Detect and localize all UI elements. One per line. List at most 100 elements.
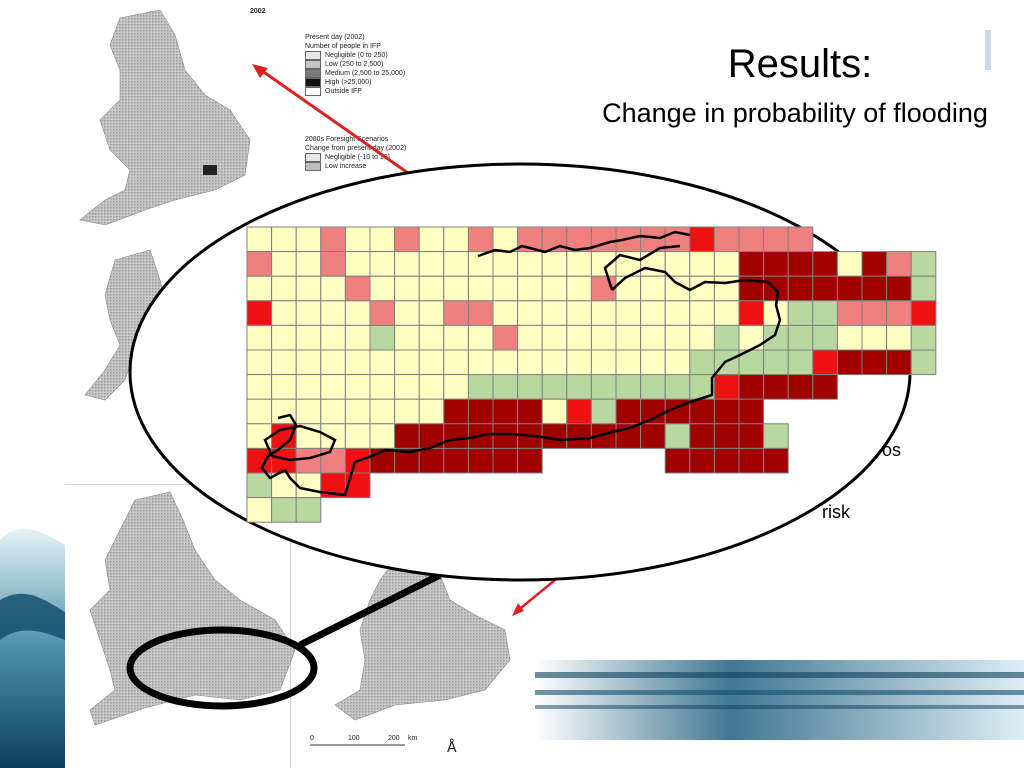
- zoom-grid-cell: [394, 349, 420, 376]
- zoom-grid-cell: [344, 447, 371, 474]
- legend-present-swatch: [305, 87, 321, 96]
- zoom-grid-cell: [492, 324, 519, 351]
- zoom-grid-cell: [763, 251, 789, 277]
- zoom-grid-cell: [517, 447, 543, 474]
- zoom-grid-cell: [369, 324, 396, 351]
- zoom-grid-cell: [271, 497, 297, 523]
- zoom-grid-cell: [615, 349, 642, 376]
- zoom-grid-cell: [418, 251, 445, 277]
- scale-100: 100: [348, 735, 360, 742]
- zoom-grid-cell: [418, 275, 445, 302]
- zoom-grid-cell: [689, 300, 715, 326]
- zoom-grid-cell: [271, 275, 297, 302]
- zoom-grid-cell: [566, 374, 592, 400]
- partial-text-2: risk: [822, 502, 850, 522]
- zoom-grid-cell: [886, 349, 912, 376]
- map-england-middle: [84, 249, 166, 401]
- zoom-grid-cell: [344, 374, 371, 400]
- zoom-grid-cell: [246, 349, 273, 376]
- zoom-grid-cell: [320, 324, 346, 351]
- zoom-grid-cell: [394, 398, 420, 425]
- zoom-grid-cell: [615, 300, 642, 326]
- zoom-grid-cell: [492, 447, 519, 474]
- zoom-source-ellipse: [126, 626, 318, 710]
- zoom-grid-cell: [344, 251, 371, 277]
- legend-present-subheading: Number of people in IFP: [305, 43, 381, 50]
- zoom-grid-cell: [467, 300, 494, 326]
- zoom-grid-cell: [369, 275, 396, 302]
- legend-present-swatch: [305, 69, 321, 78]
- zoom-grid-cell: [418, 324, 445, 351]
- zoom-grid-cell: [787, 275, 814, 302]
- zoom-grid-cell: [443, 324, 469, 351]
- zoom-map-grid: [246, 226, 937, 523]
- zoom-grid-cell: [369, 251, 396, 277]
- legend-present-swatch: [305, 60, 321, 69]
- zoom-grid-cell: [787, 300, 814, 326]
- zoom-grid-cell: [369, 398, 396, 425]
- zoom-grid-cell: [271, 349, 297, 376]
- zoom-connector: [298, 571, 442, 649]
- zoom-grid-cell: [664, 349, 691, 376]
- zoom-grid-cell: [344, 398, 371, 425]
- zoom-grid-cell: [394, 251, 420, 277]
- zoom-grid-cell: [443, 374, 469, 400]
- zoom-grid-cell: [541, 300, 568, 326]
- map-dark-patch: [203, 165, 217, 175]
- zoom-grid-cell: [763, 374, 789, 400]
- zoom-grid-cell: [861, 251, 888, 277]
- zoom-grid-cell: [541, 423, 568, 449]
- zoom-grid-cell: [271, 251, 297, 277]
- zoom-grid-cell: [418, 374, 445, 400]
- zoom-grid-cell: [492, 226, 519, 253]
- zoom-grid-cell: [812, 349, 838, 376]
- zoom-grid-cell: [664, 251, 691, 277]
- zoom-grid-cell: [615, 398, 642, 425]
- legend-present-item: Medium (2,500 to 25,000): [305, 69, 455, 78]
- zoom-grid-cell: [320, 374, 346, 400]
- zoom-grid-cell: [566, 300, 592, 326]
- zoom-grid-cell: [517, 398, 543, 425]
- zoom-grid-cell: [492, 423, 519, 449]
- legend-present-label: Negligible (0 to 250): [325, 52, 388, 59]
- slide-title: Results:: [727, 42, 873, 86]
- legend-present-swatch: [305, 78, 321, 87]
- legend-future-heading: 2080s Foresight Scenarios: [305, 136, 389, 143]
- legend-future-label: Low increase: [325, 163, 367, 170]
- zoom-grid-cell: [590, 398, 617, 425]
- zoom-grid-cell: [295, 447, 322, 474]
- zoom-grid-cell: [541, 275, 568, 302]
- zoom-grid-cell: [590, 300, 617, 326]
- zoom-grid-cell: [344, 300, 371, 326]
- zoom-grid-cell: [713, 324, 740, 351]
- zoom-grid-cell: [246, 497, 273, 523]
- legend-present-label: Medium (2,500 to 25,000): [325, 70, 406, 77]
- zoom-grid-cell: [271, 226, 297, 253]
- zoom-grid-cell: [295, 275, 322, 302]
- zoom-grid-cell: [738, 251, 765, 277]
- zoom-grid-cell: [443, 226, 469, 253]
- zoom-grid-cell: [467, 324, 494, 351]
- zoom-grid-cell: [836, 324, 863, 351]
- zoom-grid-cell: [738, 300, 765, 326]
- zoom-grid-cell: [566, 275, 592, 302]
- zoom-grid-cell: [246, 251, 273, 277]
- zoom-grid-cell: [443, 447, 469, 474]
- zoom-grid-cell: [689, 398, 715, 425]
- zoom-grid-cell: [689, 226, 715, 253]
- red-arrow-top-head: [252, 64, 268, 78]
- zoom-grid-cell: [467, 374, 494, 400]
- zoom-grid-cell: [492, 300, 519, 326]
- zoom-grid-cell: [590, 324, 617, 351]
- zoom-grid-cell: [910, 349, 937, 376]
- zoom-grid-cell: [713, 300, 740, 326]
- zoom-grid-cell: [418, 300, 445, 326]
- zoom-grid-cell: [443, 398, 469, 425]
- zoom-grid-cell: [861, 275, 888, 302]
- zoom-grid-cell: [812, 251, 838, 277]
- zoom-grid-cell: [861, 300, 888, 326]
- legend-future-label: Negligible (-10 to 10): [325, 154, 390, 161]
- zoom-grid-cell: [295, 226, 322, 253]
- zoom-grid-cell: [246, 398, 273, 425]
